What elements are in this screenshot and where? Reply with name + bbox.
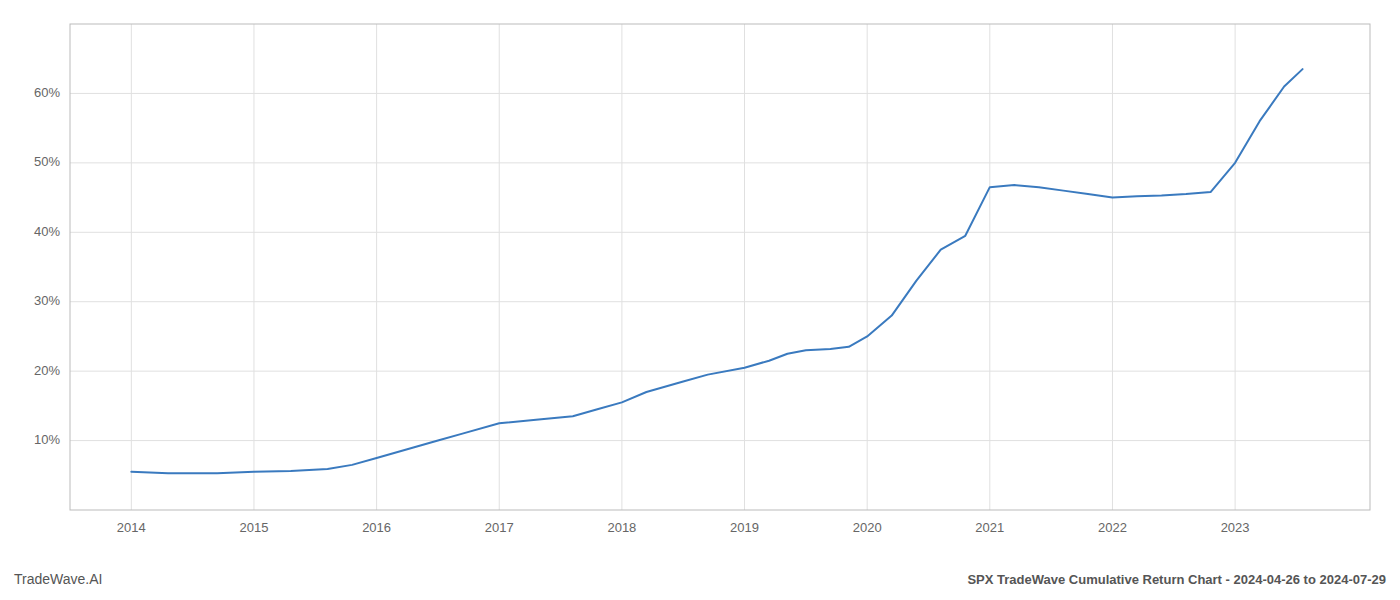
y-tick-label: 30% <box>34 293 60 308</box>
title: SPX TradeWave Cumulative Return Chart - … <box>967 572 1386 587</box>
y-tick-label: 10% <box>34 432 60 447</box>
x-grid-line <box>253 24 254 510</box>
y-grid-line <box>70 440 1370 441</box>
x-grid-line <box>1112 24 1113 510</box>
x-tick-label: 2023 <box>1221 520 1250 535</box>
x-grid-line <box>867 24 868 510</box>
chart-container: 10% 20% 30% 40% 50% 60% 2014 2015 2016 2017 2018 20… <box>0 0 1400 600</box>
x-grid-line <box>1235 24 1236 510</box>
chart-svg: 10% 20% 30% 40% 50% 60% 2014 2015 2016 2017 2018 20… <box>0 0 1400 600</box>
x-grid-line <box>131 24 132 510</box>
background <box>0 0 1400 600</box>
y-grid-line <box>70 93 1370 94</box>
x-grid-line <box>376 24 377 510</box>
x-tick-label: 2014 <box>117 520 146 535</box>
y-grid-line <box>70 162 1370 163</box>
series <box>131 69 1302 473</box>
x-tick-label: 2017 <box>485 520 514 535</box>
y-tick-label: 40% <box>34 224 60 239</box>
x-tick-label: 2015 <box>240 520 269 535</box>
x-tick-label: 2019 <box>730 520 759 535</box>
y-tick-label: 20% <box>34 363 60 378</box>
plot-frame <box>70 24 1370 510</box>
x-tick-label: 2018 <box>607 520 636 535</box>
x-tick-label: 2016 <box>362 520 391 535</box>
x-grid-line <box>989 24 990 510</box>
y-tick-label: 60% <box>34 85 60 100</box>
y-grid-line <box>70 301 1370 302</box>
y-grid-line <box>70 232 1370 233</box>
x-tick-label: 2020 <box>853 520 882 535</box>
axes: 10% 20% 30% 40% 50% 60% 2014 2015 2016 2017 2018 20… <box>34 24 1370 535</box>
x-grid-line <box>744 24 745 510</box>
x-grid-line <box>621 24 622 510</box>
data-line <box>131 69 1302 473</box>
x-tick-label: 2022 <box>1098 520 1127 535</box>
x-grid-line <box>499 24 500 510</box>
watermark: TradeWave.AI <box>14 571 102 587</box>
grid <box>70 24 1370 510</box>
y-tick-label: 50% <box>34 154 60 169</box>
x-tick-label: 2021 <box>975 520 1004 535</box>
